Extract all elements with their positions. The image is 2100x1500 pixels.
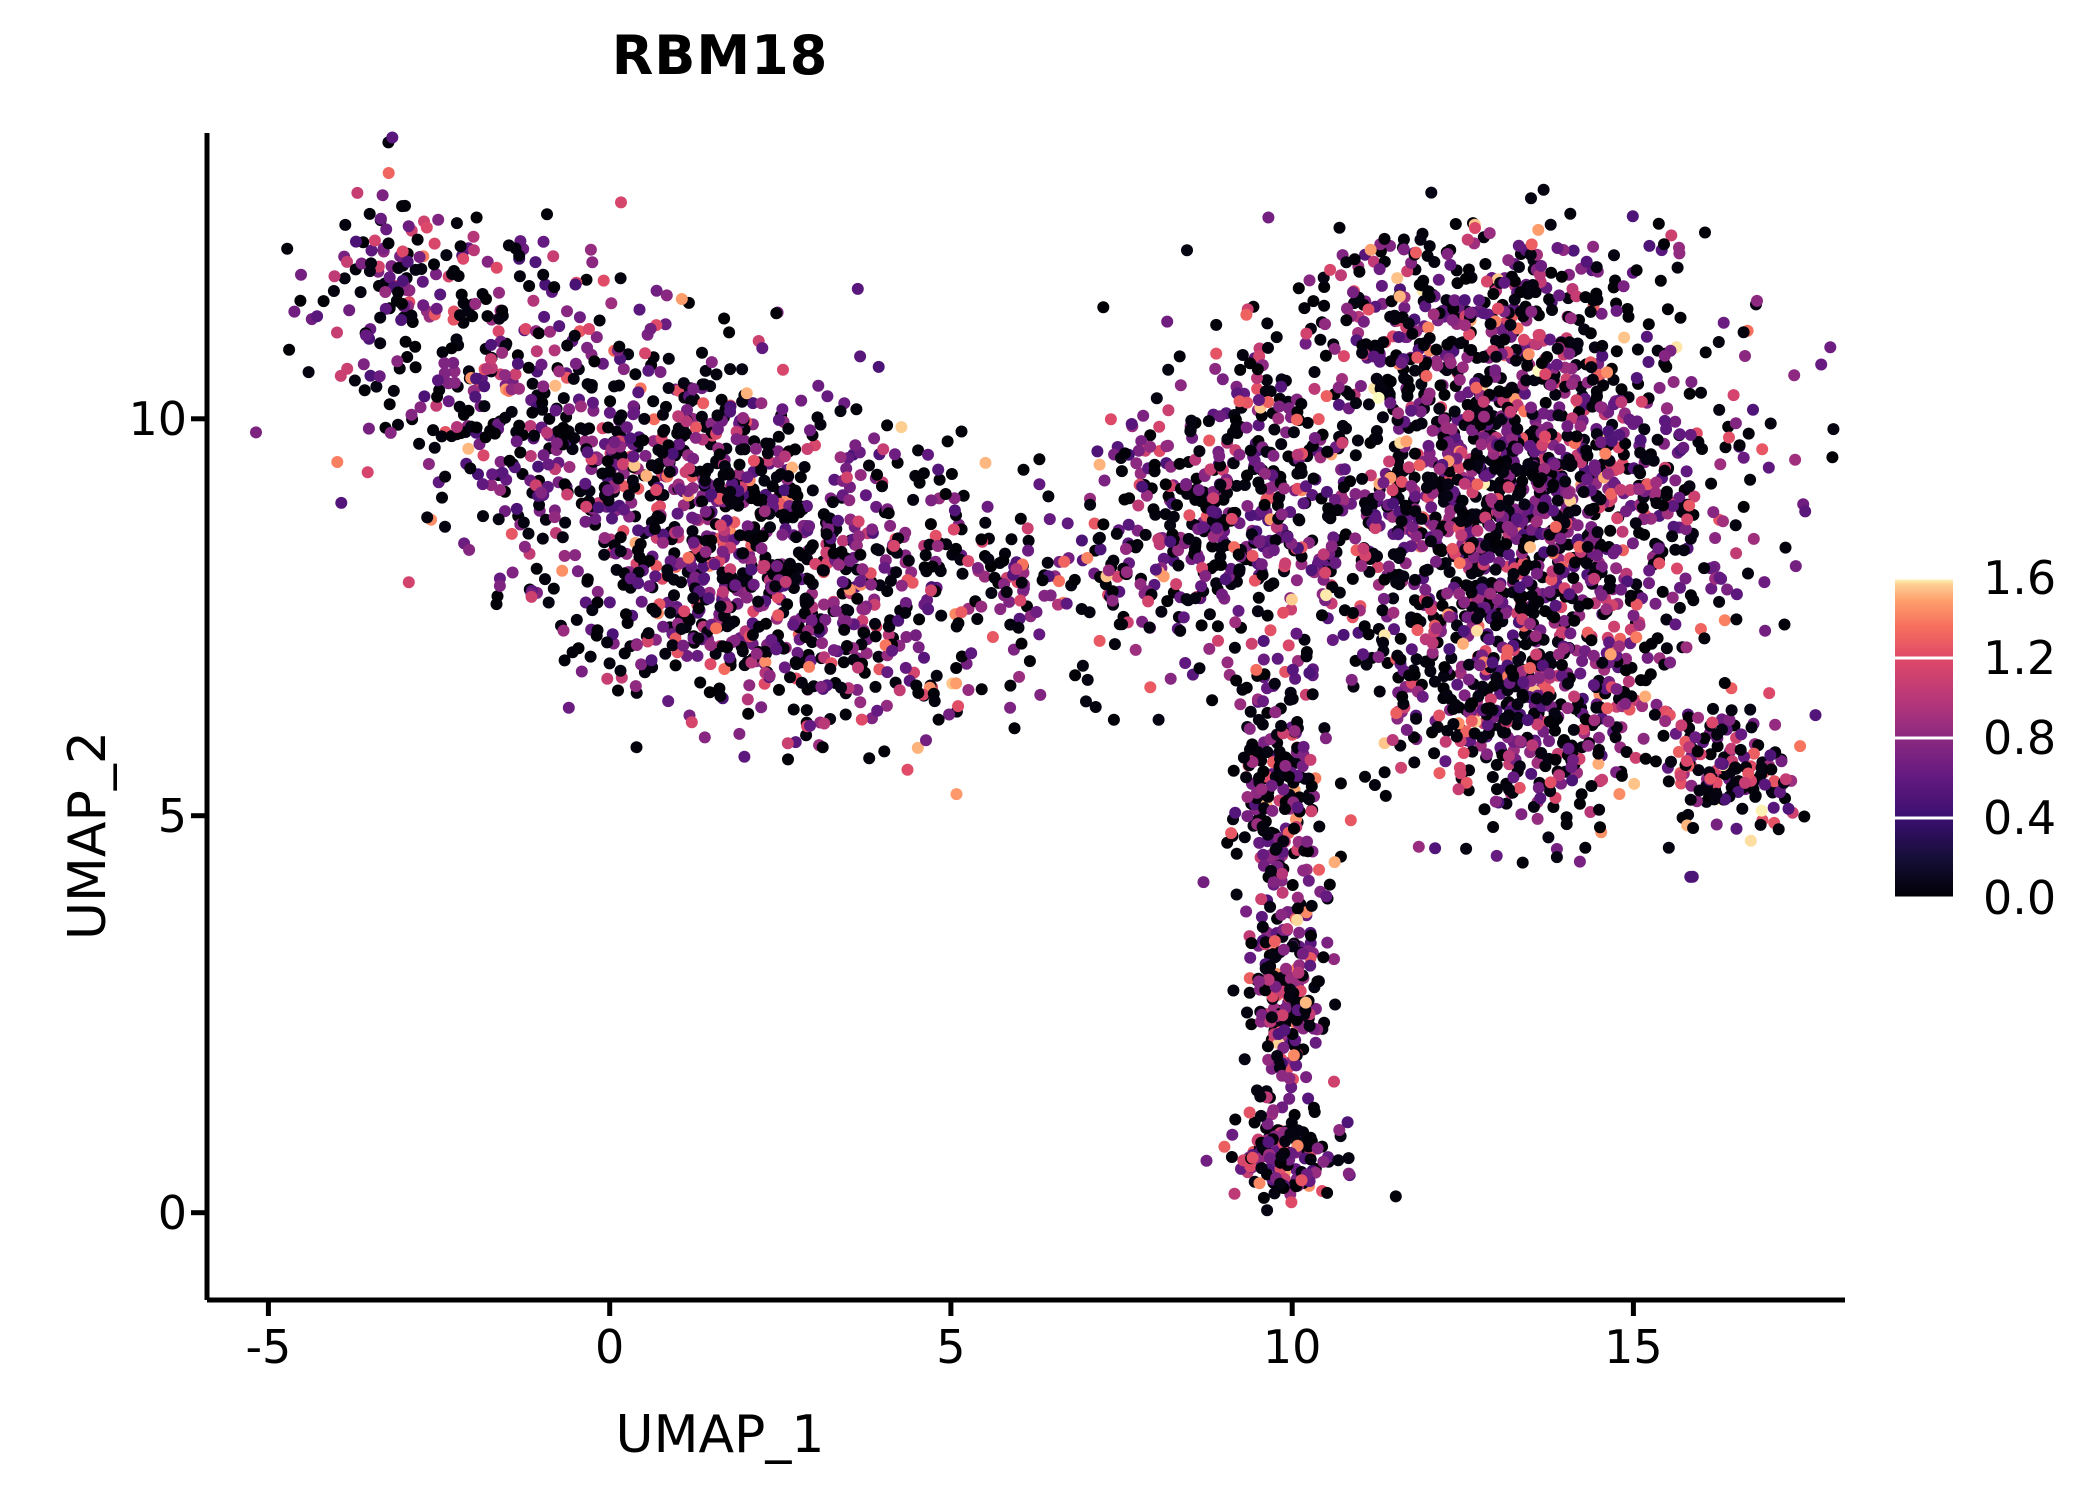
colorbar-tick-label: 0.0 bbox=[1983, 871, 2057, 925]
x-tick-label: 10 bbox=[1262, 1320, 1322, 1374]
y-tick-label: 10 bbox=[128, 391, 187, 446]
x-tick-label: 15 bbox=[1604, 1320, 1663, 1374]
x-axis-label: UMAP_1 bbox=[615, 1405, 825, 1465]
colorbar-tick-label: 1.6 bbox=[1983, 551, 2057, 605]
x-tick-label: -5 bbox=[245, 1320, 292, 1374]
x-tick-label: 5 bbox=[936, 1320, 966, 1374]
colorbar-tick-label: 0.8 bbox=[1983, 711, 2057, 765]
colorbar-tick-label: 0.4 bbox=[1983, 791, 2057, 845]
colorbar-layer bbox=[1895, 576, 1953, 900]
axes-layer bbox=[191, 133, 1845, 1316]
chart-title: RBM18 bbox=[611, 24, 829, 87]
colorbar-tick-label: 1.2 bbox=[1983, 631, 2057, 685]
x-tick-label: 0 bbox=[595, 1320, 625, 1374]
scatter-points-layer bbox=[250, 131, 1840, 1217]
y-tick-label: 0 bbox=[157, 1185, 187, 1240]
y-tick-label: 5 bbox=[157, 788, 187, 843]
